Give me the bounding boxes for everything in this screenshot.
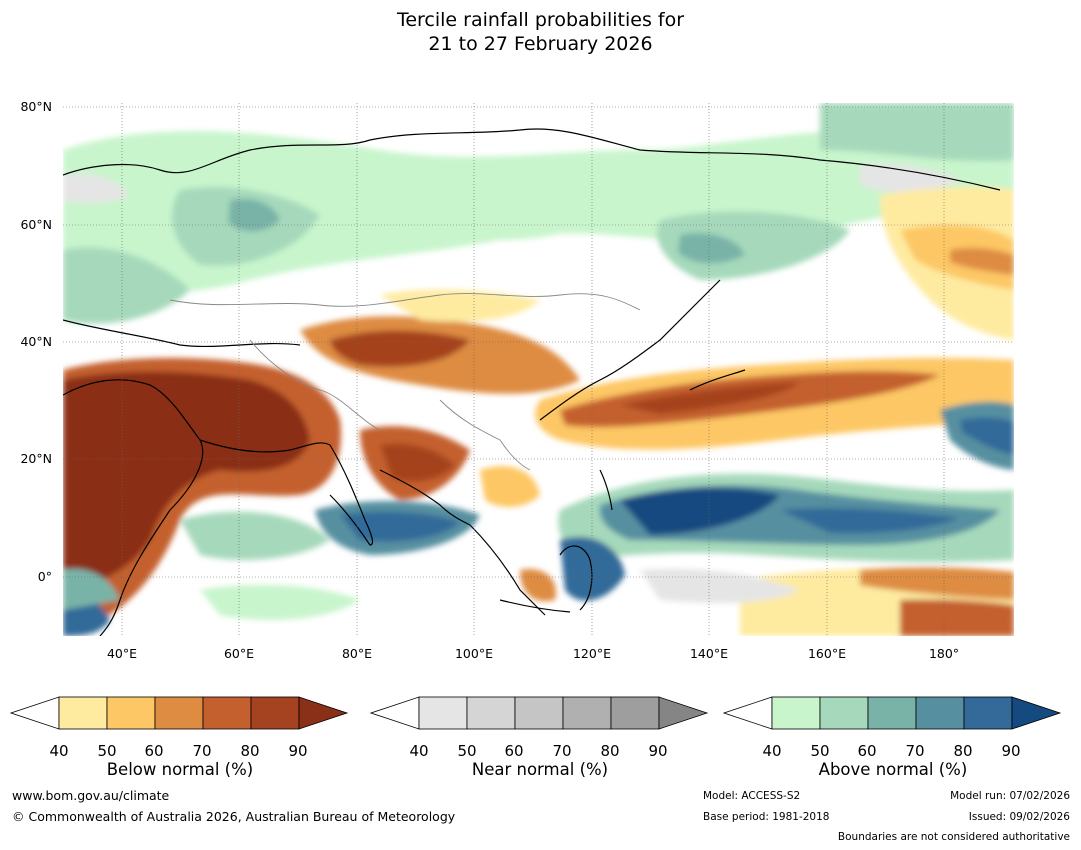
colorbar-segment [418, 696, 468, 730]
tick-above-80: 80 [953, 742, 973, 760]
colorbar-under-arrow [10, 696, 60, 730]
tick-above-50: 50 [810, 742, 830, 760]
colorbar-segment [106, 696, 156, 730]
colorbar-segment [250, 696, 300, 730]
tick-above-90: 90 [1001, 742, 1021, 760]
colorbar-segment [562, 696, 612, 730]
lon-label-120e: 120°E [572, 646, 611, 661]
rainfall-probability-map [63, 103, 1014, 636]
tick-near-50: 50 [457, 742, 477, 760]
lon-label-180: 180° [928, 646, 960, 661]
tick-near-70: 70 [552, 742, 572, 760]
legend-near-normal [370, 690, 710, 730]
colorbar-segment [963, 696, 1013, 730]
lon-label-60e: 60°E [223, 646, 255, 661]
colorbar-over-arrow [1011, 696, 1062, 730]
graticule [63, 103, 1014, 636]
tick-near-80: 80 [600, 742, 620, 760]
lon-label-100e: 100°E [454, 646, 493, 661]
colorbar-segment [58, 696, 108, 730]
country-borders [169, 293, 641, 471]
tick-near-60: 60 [504, 742, 524, 760]
colorbar-below-normal [10, 696, 349, 730]
lat-label-60n: 60°N [20, 217, 52, 232]
colorbar-under-arrow [723, 696, 773, 730]
legend-below-normal [10, 690, 350, 730]
coastlines [63, 128, 1001, 636]
tick-above-40: 40 [762, 742, 782, 760]
colorbar-segment [154, 696, 204, 730]
colorbar-segment [202, 696, 252, 730]
tick-below-60: 60 [144, 742, 164, 760]
footer-model-run: Model run: 07/02/2026 [950, 790, 1070, 802]
colorbar-over-arrow [298, 696, 349, 730]
tick-above-60: 60 [857, 742, 877, 760]
tick-below-40: 40 [49, 742, 69, 760]
lon-label-80e: 80°E [341, 646, 373, 661]
colorbar-segment [610, 696, 660, 730]
lat-label-80n: 80°N [20, 99, 52, 114]
footer-issued: Issued: 09/02/2026 [968, 811, 1070, 823]
tick-near-90: 90 [648, 742, 668, 760]
footer-model: Model: ACCESS-S2 [703, 790, 801, 802]
footer-disclaimer: Boundaries are not considered authoritat… [837, 831, 1070, 843]
tick-below-90: 90 [288, 742, 308, 760]
colorbar-segment [819, 696, 869, 730]
tick-below-70: 70 [192, 742, 212, 760]
colorbar-segment [915, 696, 965, 730]
colorbar-segment [514, 696, 564, 730]
legend-title-near: Near normal (%) [471, 760, 609, 779]
colorbar-under-arrow [370, 696, 420, 730]
legend-title-above: Above normal (%) [818, 760, 968, 779]
title-line-2: 21 to 27 February 2026 [428, 33, 653, 55]
footer-base-period: Base period: 1981-2018 [703, 811, 830, 823]
colorbar-segment [466, 696, 516, 730]
colorbar-above-normal [723, 696, 1062, 730]
footer-website[interactable]: www.bom.gov.au/climate [12, 788, 170, 803]
colorbar-near-normal [370, 696, 709, 730]
lon-label-140e: 140°E [689, 646, 728, 661]
lat-label-20n: 20°N [20, 451, 52, 466]
tick-below-50: 50 [97, 742, 117, 760]
footer-copyright: © Commonwealth of Australia 2026, Austra… [12, 809, 456, 824]
colorbar-over-arrow [658, 696, 709, 730]
tick-above-70: 70 [905, 742, 925, 760]
title-line-1: Tercile rainfall probabilities for [396, 9, 685, 31]
map-fill [63, 103, 1014, 636]
map-title: Tercile rainfall probabilities for 21 to… [0, 8, 1081, 56]
tick-below-80: 80 [240, 742, 260, 760]
legend-above-normal [723, 690, 1063, 730]
lat-label-0: 0° [37, 569, 52, 584]
lat-label-40n: 40°N [20, 334, 52, 349]
lon-label-40e: 40°E [106, 646, 138, 661]
colorbar-segment [771, 696, 821, 730]
lon-label-160e: 160°E [807, 646, 846, 661]
legend-title-below: Below normal (%) [106, 760, 254, 779]
colorbar-segment [867, 696, 917, 730]
tick-near-40: 40 [409, 742, 429, 760]
